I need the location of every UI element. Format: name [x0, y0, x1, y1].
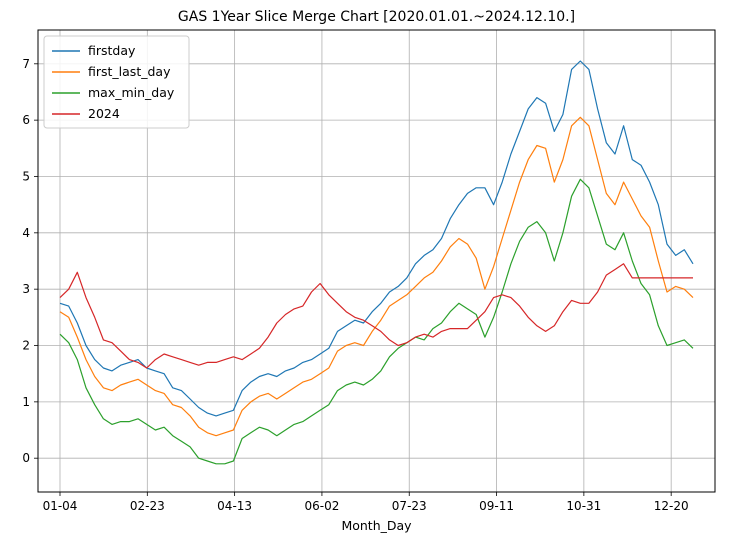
y-axis: 0 1 2 3 4 5 6 7 [22, 57, 38, 465]
y-tick-label: 1 [22, 395, 30, 409]
plot-frame [37, 29, 716, 493]
chart-title: GAS 1Year Slice Merge Chart [2020.01.01.… [178, 9, 575, 25]
legend-label: 2024 [88, 106, 120, 121]
x-tick-label: 12-20 [654, 499, 689, 513]
series-line-max-min-day [59, 178, 694, 465]
y-tick-label: 2 [22, 339, 30, 353]
x-tick-label: 10-31 [566, 499, 601, 513]
y-tick-label: 6 [22, 113, 30, 127]
x-tick-label: 01-04 [43, 499, 78, 513]
series-line-first-last-day [59, 116, 694, 437]
legend-label: first_last_day [88, 64, 171, 79]
y-tick-label: 5 [22, 169, 30, 183]
x-tick-label: 07-23 [392, 499, 427, 513]
x-tick-label: 06-02 [304, 499, 339, 513]
y-tick-label: 3 [22, 282, 30, 296]
legend: firstday first_last_day max_min_day 2024 [43, 35, 190, 129]
legend-label: firstday [88, 43, 136, 58]
y-tick-label: 4 [22, 226, 30, 240]
legend-box [43, 35, 190, 129]
x-tick-label: 04-13 [217, 499, 252, 513]
y-tick-label: 7 [22, 57, 30, 71]
y-tick-label: 0 [22, 451, 30, 465]
series-group [59, 60, 694, 465]
x-axis-label: Month_Day [341, 518, 412, 533]
series-line-firstday [59, 60, 694, 417]
x-tick-label: 09-11 [479, 499, 514, 513]
x-axis: 01-04 02-23 04-13 06-02 07-23 09-11 10-31 12-20 [43, 492, 689, 513]
x-tick-label: 02-23 [130, 499, 165, 513]
series-line-2024 [59, 263, 693, 369]
legend-label: max_min_day [88, 85, 175, 100]
